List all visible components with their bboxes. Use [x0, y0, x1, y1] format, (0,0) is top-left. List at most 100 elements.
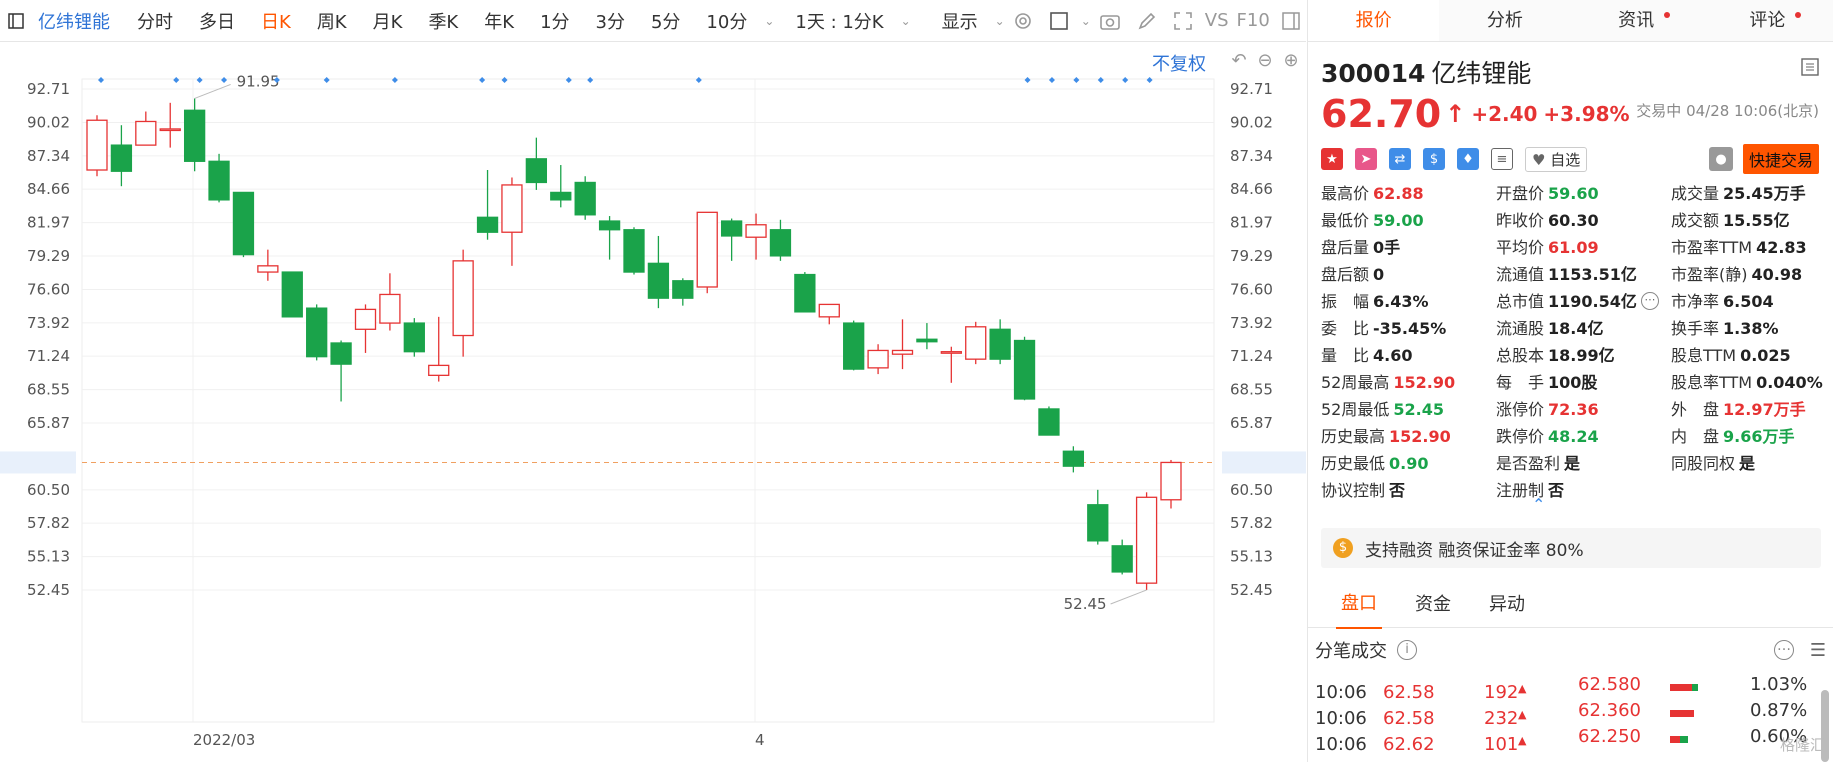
- stat-cell: 总市值 1190.54亿 ⋯: [1496, 288, 1671, 315]
- period-tab[interactable]: 年K: [484, 11, 515, 33]
- chevron-down-icon[interactable]: ⌄: [764, 13, 775, 28]
- period-tab[interactable]: 日K: [261, 11, 291, 33]
- candle-body: [183, 109, 206, 162]
- panel-tab[interactable]: 盘口: [1336, 581, 1382, 629]
- high-pointer: [194, 83, 231, 99]
- period-tab[interactable]: 5分: [650, 11, 681, 33]
- stat-label: 最低价: [1321, 211, 1370, 230]
- up-arrow-icon: ▲: [1518, 734, 1527, 747]
- collapse-chevron-icon[interactable]: ⌃: [1532, 495, 1546, 514]
- shuffle-icon[interactable]: ⇄: [1389, 148, 1411, 170]
- coin-icon: $: [1333, 538, 1353, 558]
- stat-cell: 换手率 1.38%: [1671, 315, 1826, 342]
- list-view-icon[interactable]: ☰: [1809, 639, 1826, 661]
- china-flag-icon: ★: [1321, 148, 1343, 170]
- stat-cell: 协议控制否: [1321, 477, 1496, 504]
- stat-cell: 历史最低 0.90: [1321, 450, 1496, 477]
- candle-body: [330, 342, 352, 365]
- stat-label: 股息TTM: [1671, 346, 1737, 365]
- interval-select[interactable]: 1天 : 1分K: [795, 11, 884, 33]
- stat-value: 60.30: [1548, 211, 1599, 230]
- low-pointer: [1110, 589, 1147, 605]
- period-tab[interactable]: 多日: [199, 11, 235, 33]
- draw-pencil-icon[interactable]: [1137, 10, 1157, 32]
- stat-cell: 最高价 62.88: [1321, 180, 1496, 207]
- more-icon[interactable]: ⋯: [1640, 292, 1659, 310]
- undo-icon[interactable]: ↶: [1231, 50, 1247, 71]
- candle-body: [110, 144, 133, 172]
- document-icon[interactable]: ≡: [1491, 148, 1513, 170]
- period-tab[interactable]: 1分: [540, 11, 570, 33]
- settings-gear-icon[interactable]: [1013, 10, 1033, 32]
- period-tab[interactable]: 季K: [428, 11, 459, 33]
- fullscreen-icon[interactable]: [1173, 10, 1193, 32]
- stat-label: 52周最高: [1321, 373, 1390, 392]
- stats-row: 52周最高 152.90 每 手 100股 股息率TTM 0.040%: [1321, 369, 1826, 396]
- stat-label: 流通值: [1496, 265, 1545, 284]
- stat-cell: 同股同权是: [1671, 450, 1826, 477]
- stat-cell: [1671, 477, 1826, 504]
- bell-icon[interactable]: ●: [1708, 147, 1733, 171]
- runner-icon[interactable]: ➤: [1355, 148, 1377, 170]
- camera-icon[interactable]: [1099, 10, 1121, 32]
- stats-row: 量 比 4.60 总股本 18.99亿 股息TTM 0.025: [1321, 342, 1826, 369]
- candle-body: [281, 271, 303, 318]
- panel-toggle-icon[interactable]: [1282, 10, 1300, 32]
- depth-list: 62.580 1.03% 62.360 0.87% 62.250 0.60%: [1308, 670, 1833, 762]
- y-tick-label-right: 60.50: [1230, 481, 1273, 499]
- panel-tab[interactable]: 资金: [1415, 593, 1451, 615]
- stat-value: 62.88: [1373, 184, 1424, 203]
- stat-cell: 流通股 18.4亿: [1496, 315, 1671, 342]
- stat-cell: 委 比 -35.45%: [1321, 315, 1496, 342]
- stat-label: 是否盈利: [1496, 454, 1561, 473]
- display-menu[interactable]: 显示: [941, 11, 978, 33]
- stat-label: 开盘价: [1496, 184, 1545, 203]
- tab-2[interactable]: 资讯: [1571, 0, 1702, 41]
- tab-1[interactable]: 分析: [1439, 0, 1570, 41]
- x-tick-label: 2022/03: [193, 731, 255, 749]
- event-marker-icon: [1048, 77, 1055, 83]
- tab-0[interactable]: 报价: [1308, 0, 1440, 41]
- stock-name-link[interactable]: 亿纬锂能: [38, 11, 110, 33]
- period-tab[interactable]: 月K: [372, 11, 403, 33]
- stat-value: 1153.51亿: [1548, 265, 1637, 284]
- period-tab[interactable]: 周K: [316, 11, 347, 33]
- kline-chart[interactable]: 92.71 92.71 90.02 90.02 87.34 87.34 84.66 84.66…: [0, 42, 1306, 762]
- period-tab[interactable]: 3分: [595, 11, 625, 33]
- scrollbar[interactable]: [1821, 690, 1829, 762]
- sidebar-toggle-icon[interactable]: [8, 10, 24, 32]
- tag-icon[interactable]: ♦: [1457, 148, 1479, 170]
- stat-label: 最高价: [1321, 184, 1370, 203]
- stat-label: 昨收价: [1496, 211, 1545, 230]
- info-icon[interactable]: i: [1397, 640, 1417, 660]
- chevron-down-icon[interactable]: ⌄: [994, 13, 1005, 28]
- period-tab[interactable]: 分时: [137, 11, 173, 33]
- stat-label: 历史最高: [1321, 427, 1386, 446]
- stat-label: 流通股: [1496, 319, 1545, 338]
- event-marker-icon: [587, 77, 594, 83]
- detail-icon[interactable]: [1801, 58, 1819, 80]
- stat-cell: 股息率TTM 0.040%: [1671, 369, 1826, 396]
- trade-status: 交易中 04/28 10:06(北京): [1636, 102, 1819, 120]
- fuquan-toggle[interactable]: 不复权: [1152, 54, 1206, 75]
- stat-label: 每 手: [1496, 373, 1545, 392]
- more-options-icon[interactable]: …: [1774, 639, 1794, 660]
- up-arrow-icon: ▲: [1518, 682, 1527, 695]
- stat-value: 48.24: [1548, 427, 1599, 446]
- panel-tab[interactable]: 异动: [1489, 593, 1525, 615]
- f10-button[interactable]: F10: [1236, 10, 1270, 31]
- dollar-icon[interactable]: $: [1423, 148, 1445, 170]
- add-watchlist-button[interactable]: ♥ 自选: [1525, 146, 1588, 172]
- quick-trade-button[interactable]: 快捷交易: [1742, 144, 1819, 174]
- chevron-down-icon[interactable]: ⌄: [900, 13, 911, 28]
- y-tick-label-left: 87.34: [27, 147, 70, 165]
- event-marker-icon: [1146, 77, 1153, 83]
- depth-price: 62.580: [1578, 674, 1641, 695]
- period-tab[interactable]: 10分: [706, 11, 748, 33]
- color-box-icon[interactable]: [1049, 10, 1069, 32]
- tab-3[interactable]: 评论: [1702, 0, 1833, 41]
- zoom-in-icon[interactable]: ⊕: [1283, 50, 1299, 71]
- zoom-out-icon[interactable]: ⊖: [1257, 50, 1273, 71]
- chevron-down-icon[interactable]: ⌄: [1080, 13, 1091, 28]
- vs-compare-button[interactable]: VS: [1204, 10, 1229, 31]
